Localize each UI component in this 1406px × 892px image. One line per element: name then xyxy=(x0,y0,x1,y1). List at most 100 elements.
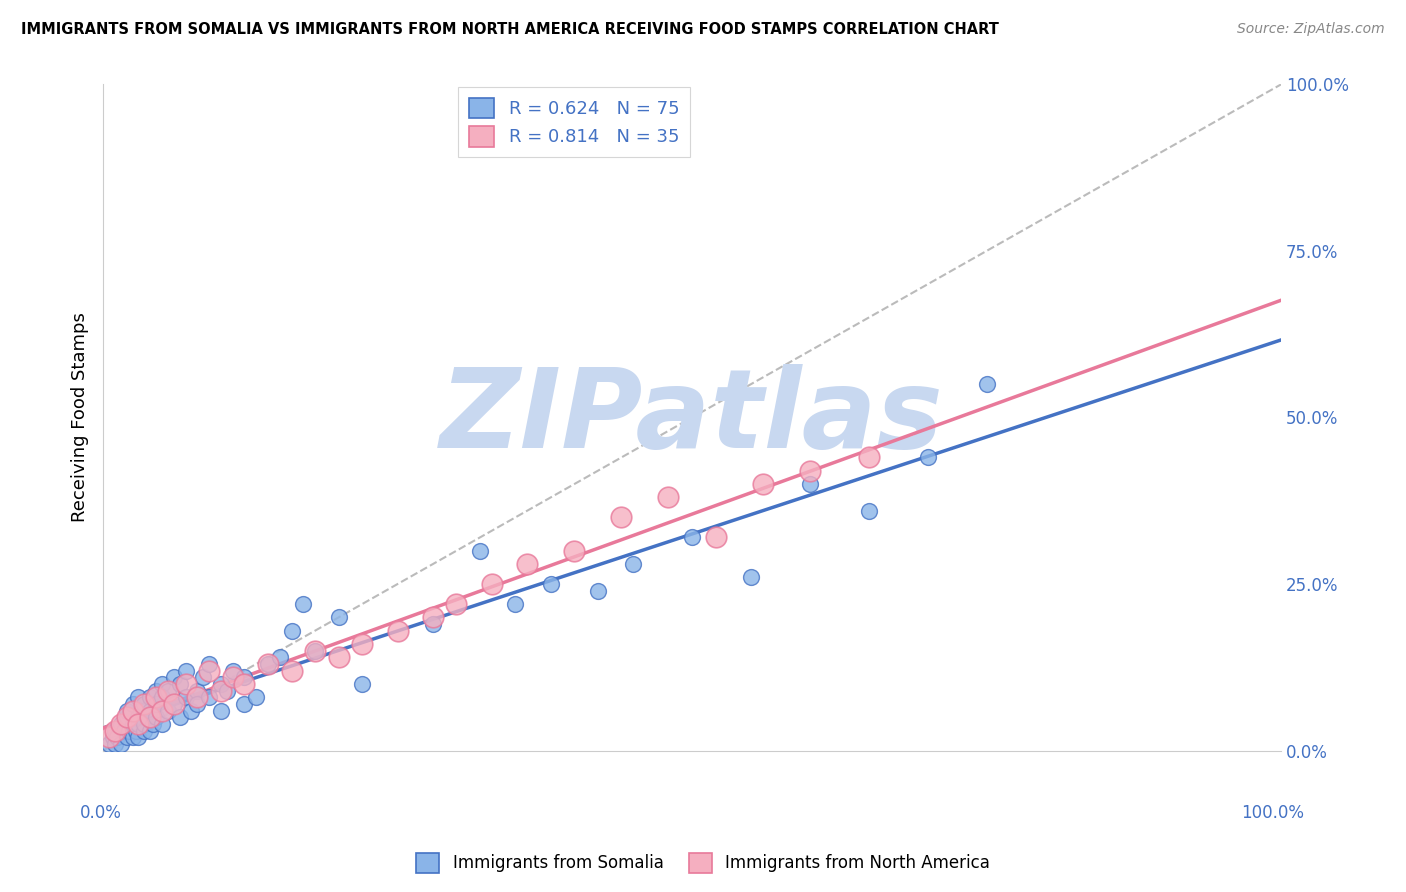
Point xyxy=(174,690,197,705)
Point xyxy=(156,683,179,698)
Point xyxy=(134,697,156,711)
Point xyxy=(481,577,503,591)
Point xyxy=(468,543,491,558)
Point xyxy=(799,477,821,491)
Point xyxy=(104,737,127,751)
Point xyxy=(145,690,167,705)
Point xyxy=(198,664,221,678)
Point xyxy=(105,730,128,744)
Point xyxy=(156,704,179,718)
Point xyxy=(586,583,609,598)
Point xyxy=(139,723,162,738)
Point xyxy=(139,704,162,718)
Point xyxy=(186,690,208,705)
Point xyxy=(174,664,197,678)
Point xyxy=(198,690,221,705)
Point xyxy=(104,723,127,738)
Point xyxy=(976,377,998,392)
Point xyxy=(136,710,159,724)
Point xyxy=(125,723,148,738)
Point xyxy=(751,477,773,491)
Point xyxy=(269,650,291,665)
Point xyxy=(115,730,138,744)
Point xyxy=(245,690,267,705)
Point xyxy=(121,704,143,718)
Point xyxy=(215,683,238,698)
Point xyxy=(221,664,243,678)
Point xyxy=(110,737,132,751)
Point xyxy=(446,597,468,611)
Point xyxy=(127,690,149,705)
Point xyxy=(163,697,186,711)
Point xyxy=(186,683,208,698)
Point xyxy=(562,543,585,558)
Point xyxy=(858,504,880,518)
Point xyxy=(505,597,527,611)
Point xyxy=(145,710,167,724)
Point xyxy=(127,717,149,731)
Point xyxy=(150,704,173,718)
Point xyxy=(139,710,162,724)
Point xyxy=(681,530,703,544)
Point xyxy=(540,577,562,591)
Text: Source: ZipAtlas.com: Source: ZipAtlas.com xyxy=(1237,22,1385,37)
Text: ZIPatlas: ZIPatlas xyxy=(440,364,943,471)
Point xyxy=(150,690,173,705)
Point xyxy=(193,670,215,684)
Point xyxy=(163,670,186,684)
Point xyxy=(169,677,191,691)
Point xyxy=(110,717,132,731)
Point xyxy=(304,643,326,657)
Point xyxy=(104,723,127,738)
Point xyxy=(328,650,350,665)
Point xyxy=(209,677,232,691)
Point xyxy=(610,510,633,524)
Point xyxy=(115,710,138,724)
Point xyxy=(150,717,173,731)
Point xyxy=(150,677,173,691)
Point xyxy=(101,730,124,744)
Point xyxy=(233,677,256,691)
Point xyxy=(134,697,156,711)
Point xyxy=(134,723,156,738)
Point xyxy=(352,637,374,651)
Point xyxy=(163,697,186,711)
Point xyxy=(280,624,302,638)
Point xyxy=(328,610,350,624)
Point xyxy=(134,717,156,731)
Point xyxy=(209,704,232,718)
Point xyxy=(127,710,149,724)
Point xyxy=(186,697,208,711)
Point xyxy=(142,717,165,731)
Point xyxy=(98,737,121,751)
Text: 0.0%: 0.0% xyxy=(80,804,121,822)
Point xyxy=(280,664,302,678)
Point xyxy=(198,657,221,671)
Point xyxy=(145,697,167,711)
Point xyxy=(704,530,727,544)
Point xyxy=(422,617,444,632)
Point xyxy=(516,557,538,571)
Text: 100.0%: 100.0% xyxy=(1241,804,1305,822)
Point xyxy=(156,683,179,698)
Point xyxy=(257,657,280,671)
Point xyxy=(209,683,232,698)
Legend: Immigrants from Somalia, Immigrants from North America: Immigrants from Somalia, Immigrants from… xyxy=(409,847,997,880)
Point xyxy=(127,730,149,744)
Point xyxy=(129,704,152,718)
Point xyxy=(858,450,880,465)
Point xyxy=(121,697,143,711)
Point xyxy=(657,491,679,505)
Point xyxy=(121,730,143,744)
Text: IMMIGRANTS FROM SOMALIA VS IMMIGRANTS FROM NORTH AMERICA RECEIVING FOOD STAMPS C: IMMIGRANTS FROM SOMALIA VS IMMIGRANTS FR… xyxy=(21,22,1000,37)
Point xyxy=(233,670,256,684)
Point xyxy=(799,464,821,478)
Point xyxy=(115,710,138,724)
Y-axis label: Receiving Food Stamps: Receiving Food Stamps xyxy=(72,312,89,523)
Point xyxy=(387,624,409,638)
Point xyxy=(352,677,374,691)
Point xyxy=(169,710,191,724)
Point xyxy=(422,610,444,624)
Point xyxy=(180,704,202,718)
Point xyxy=(98,730,121,744)
